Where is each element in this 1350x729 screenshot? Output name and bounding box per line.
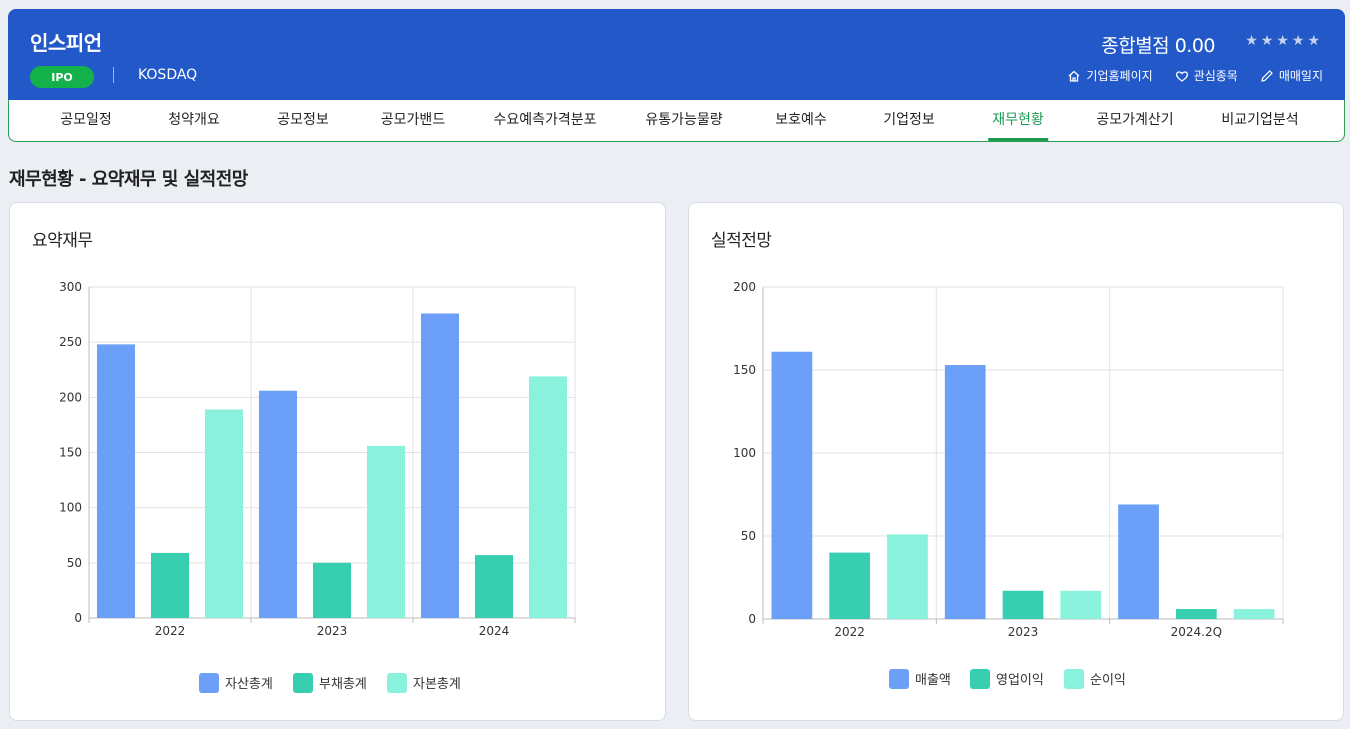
legend-swatch[interactable]	[889, 669, 909, 689]
tab-price-band[interactable]: 공모가밴드	[380, 112, 446, 128]
x-tick-label: 2022	[834, 625, 865, 639]
watchlist-label: 관심종목	[1193, 69, 1238, 83]
legend-label[interactable]: 자본총계	[413, 677, 461, 692]
homepage-link[interactable]: 기업홈페이지	[1067, 67, 1153, 84]
y-tick-label: 100	[59, 501, 82, 515]
tab-bar: 공모일정 청약개요 공모정보 공모가밴드 수요예측가격분포 유통가능물량 보호예…	[8, 100, 1345, 142]
bar[interactable]	[420, 313, 460, 618]
tab-offering-schedule[interactable]: 공모일정	[60, 112, 112, 128]
y-tick-label: 150	[733, 363, 756, 377]
legend-label[interactable]: 순이익	[1090, 673, 1126, 688]
y-tick-label: 0	[748, 612, 756, 626]
y-tick-label: 100	[733, 446, 756, 460]
bar[interactable]	[1175, 609, 1217, 619]
y-tick-label: 300	[59, 280, 82, 294]
market-label: KOSDAQ	[138, 67, 198, 83]
tab-offering-info[interactable]: 공모정보	[277, 112, 329, 128]
y-tick-label: 200	[59, 390, 82, 404]
trade-journal-label: 매매일지	[1278, 69, 1323, 83]
tab-tradable-volume[interactable]: 유통가능물량	[645, 112, 723, 128]
legend-label[interactable]: 자산총계	[225, 677, 273, 692]
home-icon	[1068, 70, 1080, 82]
y-tick-label: 200	[733, 280, 756, 294]
bar[interactable]	[150, 552, 190, 618]
y-tick-label: 250	[59, 335, 82, 349]
x-tick-label: 2024	[479, 624, 510, 638]
chart-title: 실적전망	[711, 231, 772, 251]
tab-financials[interactable]: 재무현황	[988, 100, 1048, 141]
performance-outlook-chart: 0 50 100 150 200 2022 2023 2024.2Q 매출액 영업이익 순이익	[733, 280, 1284, 689]
bar[interactable]	[944, 365, 986, 619]
stock-header: 인스피언 IPO KOSDAQ 종합별점 0.00 ★★★★★ 기업홈페이지 관…	[8, 9, 1345, 100]
bar[interactable]	[771, 351, 813, 619]
legend-swatch[interactable]	[970, 669, 990, 689]
tab-company-info[interactable]: 기업정보	[883, 112, 935, 128]
summary-financials-card: 요약재무 0 50 100 150 200 250 300 2022 2023 2024 자산총계 부…	[9, 202, 666, 721]
bar[interactable]	[1002, 590, 1044, 619]
legend-label[interactable]: 매출액	[915, 673, 951, 688]
y-tick-label: 0	[74, 611, 82, 625]
legend-swatch[interactable]	[387, 673, 407, 693]
tab-subscription-overview[interactable]: 청약개요	[168, 112, 220, 128]
divider	[113, 67, 114, 83]
bar[interactable]	[204, 409, 244, 618]
tab-demand-forecast[interactable]: 수요예측가격분포	[493, 112, 597, 128]
x-tick-label: 2024.2Q	[1171, 625, 1222, 639]
y-tick-label: 50	[67, 556, 82, 570]
rating-stars[interactable]: ★★★★★	[1245, 33, 1323, 49]
summary-financials-chart: 0 50 100 150 200 250 300 2022 2023 2024 자산총계 부채총계 자본…	[59, 280, 576, 693]
legend-swatch[interactable]	[1064, 669, 1084, 689]
tab-peer-analysis[interactable]: 비교기업분석	[1221, 112, 1299, 128]
bar[interactable]	[829, 552, 871, 619]
watchlist-button[interactable]: 관심종목	[1175, 67, 1238, 84]
performance-outlook-card: 실적전망 0 50 100 150 200 2022 2023 2024.2Q 매출액 영업이익 순…	[688, 202, 1344, 721]
trade-journal-button[interactable]: 매매일지	[1260, 67, 1323, 84]
y-tick-label: 50	[741, 529, 756, 543]
bar[interactable]	[312, 562, 352, 618]
y-tick-label: 150	[59, 446, 82, 460]
legend-swatch[interactable]	[293, 673, 313, 693]
x-tick-label: 2023	[317, 624, 348, 638]
heart-icon	[1175, 70, 1188, 82]
legend-label[interactable]: 부채총계	[319, 677, 367, 692]
x-tick-label: 2022	[155, 624, 186, 638]
bar[interactable]	[1233, 609, 1275, 619]
legend-swatch[interactable]	[199, 673, 219, 693]
tab-lockup[interactable]: 보호예수	[775, 112, 827, 128]
pencil-icon	[1261, 69, 1273, 82]
bar[interactable]	[258, 390, 298, 618]
section-title: 재무현황 - 요약재무 및 실적전망	[9, 169, 248, 190]
x-tick-label: 2023	[1008, 625, 1039, 639]
bar[interactable]	[366, 445, 406, 618]
company-name: 인스피언	[30, 31, 102, 55]
bar[interactable]	[887, 534, 928, 619]
overall-rating: 종합별점 0.00	[1101, 35, 1215, 57]
bar[interactable]	[1118, 504, 1159, 619]
bar[interactable]	[528, 376, 568, 618]
tab-price-calculator[interactable]: 공모가계산기	[1096, 112, 1174, 128]
ipo-badge: IPO	[30, 66, 94, 88]
bar[interactable]	[1060, 590, 1102, 619]
bar[interactable]	[474, 555, 514, 618]
bar[interactable]	[96, 344, 136, 618]
homepage-label: 기업홈페이지	[1086, 69, 1153, 83]
legend-label[interactable]: 영업이익	[996, 673, 1044, 688]
chart-title: 요약재무	[32, 231, 93, 251]
header-actions: 기업홈페이지 관심종목 매매일지	[1067, 67, 1323, 84]
